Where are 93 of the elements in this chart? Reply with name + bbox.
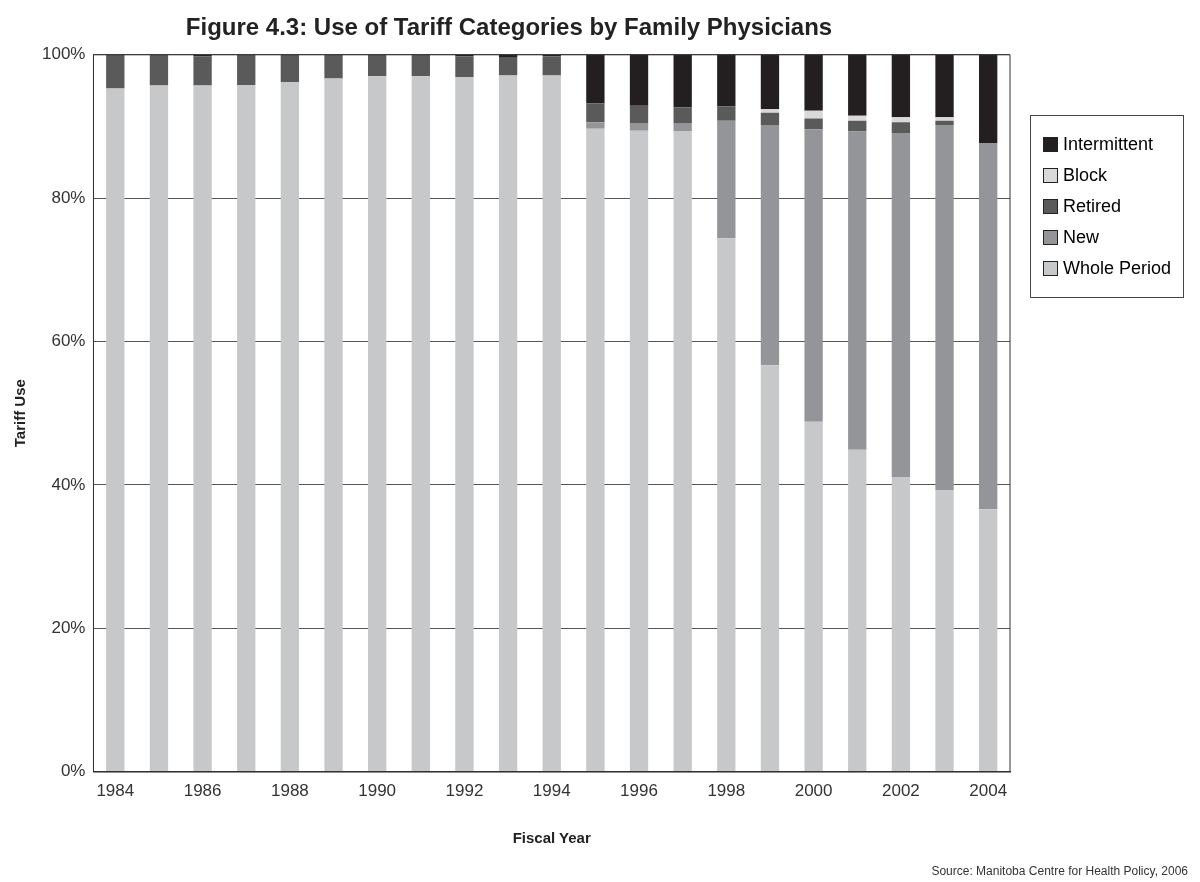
- legend-label: Whole Period: [1063, 257, 1172, 279]
- x-tick-label: 1992: [445, 781, 484, 801]
- y-axis-title: Tariff Use: [11, 379, 29, 448]
- bar: [979, 142, 998, 510]
- bar: [979, 54, 998, 143]
- x-tick-label: 1990: [358, 781, 397, 801]
- bar: [760, 125, 780, 366]
- bar: [891, 117, 911, 123]
- x-tick-label: 1988: [270, 781, 309, 801]
- bar: [891, 132, 911, 477]
- bar: [760, 109, 780, 113]
- bar: [848, 54, 867, 116]
- bar: [324, 78, 343, 772]
- bar: [804, 54, 823, 111]
- y-tick-label: 20%: [51, 617, 86, 637]
- bar: [368, 76, 387, 772]
- bar: [891, 477, 911, 772]
- x-axis-title: Fiscal Year: [512, 829, 591, 847]
- bar: [455, 56, 474, 78]
- x-tick-label: 1994: [532, 781, 571, 801]
- bar: [629, 122, 649, 131]
- bar: [629, 130, 649, 772]
- bar: [193, 56, 212, 86]
- bar: [760, 54, 780, 110]
- bar: [280, 82, 300, 772]
- bar: [455, 77, 474, 772]
- bar: [848, 449, 867, 772]
- bar: [237, 84, 256, 772]
- bar: [542, 56, 561, 76]
- bar: [760, 365, 780, 772]
- bar: [586, 128, 605, 772]
- bar: [848, 115, 867, 121]
- bar: [280, 54, 300, 83]
- bar: [848, 131, 867, 450]
- bar: [193, 85, 212, 772]
- bar: [237, 54, 256, 85]
- bar: [804, 118, 823, 130]
- y-tick-label: 100%: [42, 44, 86, 64]
- bar: [891, 54, 911, 118]
- bar: [368, 54, 387, 77]
- bar: [586, 103, 605, 123]
- source-note: Source: Manitoba Centre for Health Policy, 2006: [931, 864, 1188, 878]
- bar: [586, 54, 605, 104]
- x-tick-label: 2000: [794, 781, 833, 801]
- bar: [935, 117, 954, 121]
- legend-label: Retired: [1063, 195, 1122, 217]
- bar: [717, 106, 736, 121]
- bar: [673, 107, 692, 123]
- bar: [498, 54, 518, 58]
- bar: [586, 122, 605, 129]
- bar: [106, 54, 125, 89]
- legend-label: Intermittent: [1063, 133, 1154, 155]
- bar: [717, 238, 736, 772]
- x-tick-label: 1998: [707, 781, 746, 801]
- bar: [760, 112, 780, 126]
- bar: [717, 120, 736, 239]
- bar: [848, 120, 867, 132]
- bar: [935, 489, 954, 772]
- y-tick-label: 0%: [60, 761, 86, 781]
- x-tick-label: 1984: [96, 781, 135, 801]
- x-tick-label: 1996: [620, 781, 658, 801]
- bar: [804, 421, 823, 772]
- bar: [717, 54, 736, 107]
- legend-label: Block: [1063, 164, 1108, 186]
- bar: [149, 85, 169, 772]
- bar: [935, 125, 954, 490]
- x-tick-label: 1986: [183, 781, 222, 801]
- x-tick-label: 2002: [881, 781, 920, 801]
- bar: [979, 509, 998, 772]
- bar: [804, 110, 823, 119]
- bar: [629, 54, 649, 106]
- legend-label: New: [1063, 226, 1100, 248]
- bar: [411, 54, 430, 77]
- y-tick-label: 40%: [51, 474, 86, 494]
- bar: [673, 54, 692, 108]
- bar: [935, 54, 954, 118]
- bar: [673, 122, 692, 132]
- bar: [498, 75, 518, 772]
- x-tick-label: 2004: [969, 781, 1008, 801]
- bar: [411, 76, 430, 772]
- bar: [324, 54, 343, 79]
- chart-title: Figure 4.3: Use of Tariff Categories by Family Physicians: [185, 13, 833, 41]
- bar: [673, 131, 692, 772]
- y-tick-label: 80%: [51, 187, 86, 207]
- bar: [542, 75, 561, 772]
- y-tick-label: 60%: [51, 331, 86, 351]
- bar: [891, 122, 911, 133]
- bar: [935, 120, 954, 126]
- bar: [106, 88, 125, 772]
- bar: [149, 54, 169, 86]
- bar: [498, 57, 518, 76]
- bar: [804, 129, 823, 422]
- bar: [629, 105, 649, 123]
